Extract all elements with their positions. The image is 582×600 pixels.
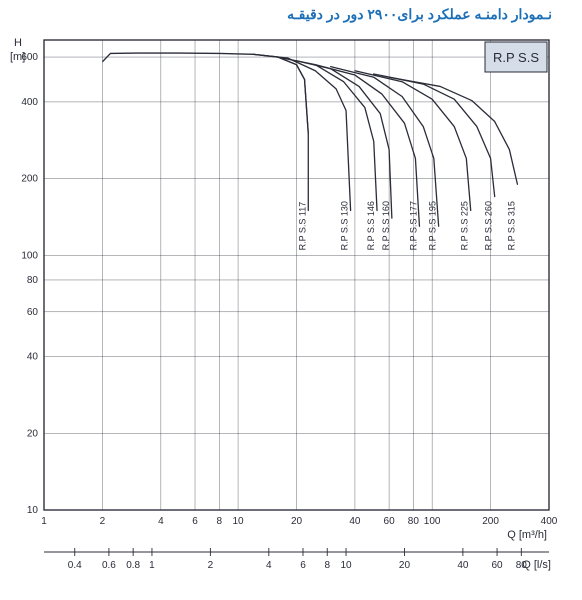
svg-text:10: 10 [340,560,352,571]
svg-text:Q [m³/h]: Q [m³/h] [507,529,547,541]
svg-text:100: 100 [21,250,38,261]
svg-text:40: 40 [349,516,361,527]
svg-text:8: 8 [216,516,222,527]
svg-text:4: 4 [158,516,164,527]
svg-text:6: 6 [300,560,306,571]
svg-text:R.P S.S: R.P S.S [493,50,539,65]
svg-text:8: 8 [324,560,330,571]
svg-text:0.8: 0.8 [126,560,140,571]
svg-text:400: 400 [541,516,558,527]
svg-text:200: 200 [482,516,499,527]
svg-text:100: 100 [424,516,441,527]
svg-text:H: H [14,37,22,49]
svg-text:60: 60 [27,307,39,318]
svg-text:2: 2 [100,516,106,527]
svg-text:0.4: 0.4 [68,560,82,571]
svg-text:20: 20 [399,560,411,571]
svg-text:200: 200 [21,174,38,185]
svg-text:R.P S.S 117: R.P S.S 117 [297,202,307,251]
svg-text:R.P S.S 130: R.P S.S 130 [340,201,350,250]
svg-text:80: 80 [408,516,420,527]
chart-title: نـمودار دامنـه عملکرد برای۲۹۰۰ دور در دق… [287,6,552,23]
svg-text:R.P S.S 146: R.P S.S 146 [366,201,376,250]
svg-text:[m]: [m] [10,51,25,63]
svg-text:10: 10 [27,505,39,516]
svg-text:400: 400 [21,97,38,108]
svg-text:2: 2 [208,560,214,571]
svg-text:10: 10 [233,516,245,527]
svg-text:6: 6 [192,516,198,527]
svg-text:80: 80 [27,275,39,286]
svg-text:R.P S.S 160: R.P S.S 160 [381,201,391,250]
svg-text:1: 1 [41,516,47,527]
svg-text:40: 40 [27,352,39,363]
svg-text:1: 1 [149,560,155,571]
svg-text:20: 20 [27,428,39,439]
svg-text:R.P S.S 177: R.P S.S 177 [408,201,418,250]
svg-text:60: 60 [492,560,504,571]
svg-text:60: 60 [384,516,396,527]
svg-text:4: 4 [266,560,272,571]
performance-chart: 1020406080100200400600124681020406080100… [0,30,582,600]
svg-text:0.6: 0.6 [102,560,116,571]
svg-text:R.P S.S 195: R.P S.S 195 [428,201,438,250]
svg-text:R.P S.S 315: R.P S.S 315 [506,201,516,250]
svg-text:Q [l/s]: Q [l/s] [522,559,551,571]
svg-text:20: 20 [291,516,303,527]
svg-text:40: 40 [457,560,469,571]
svg-text:R.P S.S 225: R.P S.S 225 [460,201,470,250]
svg-text:R.P S.S 260: R.P S.S 260 [484,201,494,250]
